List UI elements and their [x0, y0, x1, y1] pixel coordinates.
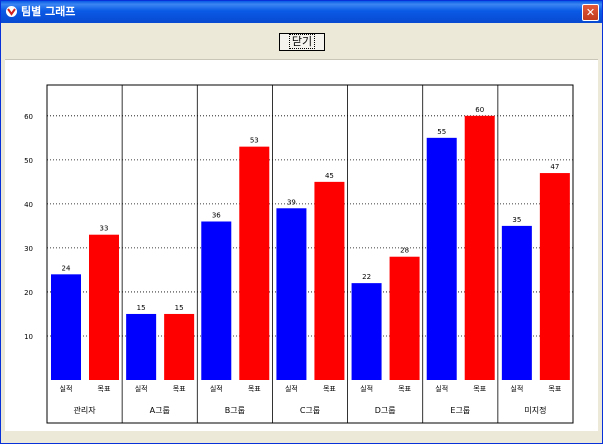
- group-label: 미지정: [524, 405, 546, 415]
- bar-target: [239, 146, 270, 380]
- bar-type-label: 목표: [473, 385, 486, 393]
- bar-target: [464, 115, 495, 380]
- bar-type-label: 목표: [98, 385, 111, 393]
- y-tick-label: 50: [24, 157, 33, 165]
- bar-target: [314, 181, 345, 380]
- bar-type-label: 실적: [435, 384, 448, 393]
- y-tick-label: 20: [24, 289, 33, 297]
- data-label: 24: [62, 264, 71, 272]
- y-tick-label: 30: [24, 245, 33, 253]
- close-button[interactable]: 닫기: [279, 33, 325, 51]
- window-title: 팀별 그래프: [21, 5, 76, 18]
- bar-actual: [501, 225, 532, 380]
- bar-type-label: 목표: [398, 385, 411, 393]
- toolbar: 닫기: [5, 25, 598, 58]
- data-label: 36: [212, 211, 221, 219]
- data-label: 15: [137, 304, 146, 312]
- y-tick-label: 40: [24, 201, 33, 209]
- bar-actual: [51, 274, 81, 380]
- bar-actual: [426, 137, 457, 380]
- bar-actual: [126, 313, 157, 380]
- bar-type-label: 실적: [360, 384, 373, 393]
- bar-type-label: 실적: [285, 384, 298, 393]
- y-tick-label: 10: [24, 333, 33, 341]
- bar-actual: [276, 208, 307, 380]
- bar-target: [89, 234, 119, 380]
- app-icon: [6, 6, 17, 17]
- bar-target: [539, 173, 570, 380]
- bar-target: [389, 256, 420, 380]
- data-label: 33: [100, 225, 109, 233]
- bar-type-label: 실적: [210, 384, 223, 393]
- data-label: 55: [437, 128, 446, 136]
- data-label: 53: [250, 137, 259, 145]
- bar-type-label: 실적: [510, 384, 523, 393]
- bar-type-label: 실적: [135, 384, 148, 393]
- close-icon[interactable]: ✕: [582, 4, 599, 21]
- bar-type-label: 목표: [248, 385, 261, 393]
- data-label: 15: [175, 304, 184, 312]
- bar-type-label: 목표: [548, 385, 561, 393]
- y-tick-label: 60: [24, 113, 33, 121]
- close-button-label: 닫기: [288, 34, 316, 49]
- data-label: 47: [550, 163, 559, 171]
- group-label: D그룹: [375, 406, 396, 415]
- data-label: 22: [362, 273, 371, 281]
- group-label: B그룹: [225, 406, 245, 415]
- data-label: 60: [475, 106, 484, 114]
- title-bar[interactable]: 팀별 그래프 ✕: [1, 1, 602, 23]
- bar-target: [164, 313, 195, 380]
- data-label: 28: [400, 247, 409, 255]
- group-label: C그룹: [300, 406, 320, 415]
- bar-actual: [351, 283, 382, 380]
- group-label: 관리자: [74, 405, 97, 415]
- data-label: 39: [287, 198, 296, 206]
- bottom-bar: [5, 431, 598, 440]
- plot-frame: [46, 84, 574, 424]
- bar-actual: [201, 221, 232, 380]
- bar-type-label: 목표: [173, 385, 186, 393]
- bar-type-label: 실적: [60, 384, 73, 393]
- group-label: A그룹: [150, 406, 170, 415]
- bar-type-label: 목표: [323, 385, 336, 393]
- data-label: 45: [325, 172, 334, 180]
- group-label: E그룹: [450, 406, 470, 415]
- data-label: 35: [512, 216, 521, 224]
